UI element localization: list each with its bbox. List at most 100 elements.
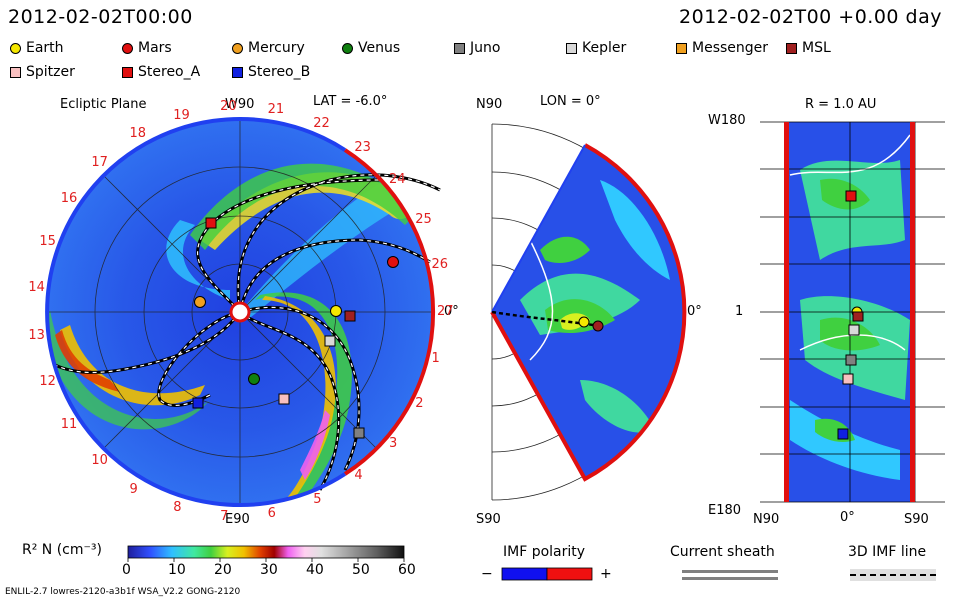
sphere-x-mid: 0°: [840, 510, 855, 525]
legend-label: Venus: [358, 40, 401, 56]
legend-label: Stereo_A: [138, 64, 201, 80]
ecliptic-top-label: W90: [225, 97, 255, 112]
legend-item-juno: Juno: [454, 40, 500, 56]
carrington-label: 20: [220, 99, 237, 115]
carrington-label: 25: [415, 211, 432, 227]
square-marker-icon: [566, 42, 577, 54]
version-footer: ENLIL-2.7 lowres-2120-a3b1f WSA_V2.2 GON…: [5, 587, 241, 597]
kepler-marker: [324, 335, 336, 347]
carrington-label: 19: [173, 107, 190, 123]
carrington-label: 27: [437, 304, 454, 319]
timestamp-right: 2012-02-02T00 +0.00 day: [679, 6, 942, 28]
legend-label: Spitzer: [26, 64, 75, 80]
circle-marker-icon: [10, 42, 21, 54]
circle-marker-icon: [122, 42, 133, 54]
meridional-plot: [490, 123, 687, 501]
earth-marker: [330, 305, 342, 317]
mercury-marker: [194, 296, 206, 308]
imf-minus-label: −: [481, 566, 493, 582]
carrington-label: 10: [91, 453, 108, 469]
stereo-b-marker: [192, 397, 204, 409]
square-marker-icon: [122, 66, 133, 78]
legend-item-mercury: Mercury: [232, 40, 305, 56]
meridional-top-label: N90: [476, 97, 503, 112]
legend-item-mars: Mars: [122, 40, 172, 56]
colorbar-tick: 50: [352, 562, 370, 578]
meridional-bottom-label: S90: [476, 512, 501, 527]
legend-label: MSL: [802, 40, 831, 56]
carrington-label: 7: [220, 508, 229, 524]
venus-marker: [248, 373, 260, 385]
legend-item-spitzer: Spitzer: [10, 64, 75, 80]
mars-marker: [387, 256, 399, 268]
carrington-label: 2: [415, 396, 424, 411]
legend-item-messenger: Messenger: [676, 40, 768, 56]
carrington-label: 11: [60, 416, 78, 432]
carrington-label: 18: [129, 126, 147, 142]
meridional-right-label: 0°: [687, 304, 702, 319]
colorbar-tick: 60: [398, 562, 416, 578]
density-colorbar: [127, 545, 405, 559]
legend-item-msl: MSL: [786, 40, 831, 56]
carrington-label: 17: [91, 154, 108, 170]
current-sheath-title: Current sheath: [670, 544, 775, 560]
carrington-label: 21: [267, 102, 285, 118]
spitzer-marker: [278, 393, 290, 405]
legend-item-stereo-b: Stereo_B: [232, 64, 310, 80]
legend-label: Juno: [470, 40, 501, 56]
sphere-x-right: S90: [904, 512, 929, 527]
ecliptic-lat-label: LAT = -6.0°: [313, 94, 388, 109]
colorbar-tick: 20: [214, 562, 232, 578]
colorbar-tick: 40: [306, 562, 324, 578]
carrington-label: 8: [173, 500, 182, 516]
square-marker-icon: [10, 66, 21, 78]
carrington-label: 22: [313, 115, 330, 131]
sphere-map-plot: [760, 121, 945, 503]
meridional-lon-label: LON = 0°: [540, 94, 601, 109]
carrington-label: 23: [354, 139, 371, 155]
legend-label: Kepler: [582, 40, 627, 56]
colorbar-label: R² N (cm⁻³): [22, 542, 102, 558]
circle-marker-icon: [232, 42, 243, 54]
sphere-r-label: R = 1.0 AU: [805, 97, 877, 112]
sphere-top-label: W180: [708, 113, 746, 128]
carrington-label: 14: [28, 280, 45, 296]
carrington-label: 9: [129, 481, 138, 497]
carrington-label: 5: [313, 492, 322, 508]
stereo-a-marker: [205, 217, 217, 229]
juno-marker: [353, 427, 365, 439]
colorbar-tick: 30: [260, 562, 278, 578]
carrington-label: 16: [60, 191, 78, 207]
carrington-label: 3: [389, 435, 398, 451]
square-marker-icon: [454, 42, 465, 54]
sphere-bottom-label: E180: [708, 503, 742, 518]
legend-item-stereo-a: Stereo_A: [122, 64, 200, 80]
timestamp-left: 2012-02-02T00:00: [8, 6, 193, 28]
carrington-label: 15: [39, 233, 56, 249]
ecliptic-plot: [45, 117, 441, 507]
circle-marker-icon: [342, 42, 353, 54]
imf-line-title: 3D IMF line: [848, 544, 927, 560]
ecliptic-title: Ecliptic Plane: [60, 97, 147, 112]
legend-label: Mercury: [248, 40, 305, 56]
carrington-label: 24: [389, 172, 406, 188]
imf-plus-label: +: [600, 566, 612, 582]
ecliptic-right-label: 0°: [444, 304, 459, 319]
colorbar-tick: 0: [122, 562, 131, 578]
legend-item-kepler: Kepler: [566, 40, 626, 56]
legend-item-earth: Earth: [10, 40, 64, 56]
carrington-label: 4: [354, 468, 363, 484]
carrington-label: 26: [431, 256, 449, 272]
legend-item-venus: Venus: [342, 40, 400, 56]
carrington-label: 6: [267, 505, 276, 521]
legend-label: Mars: [138, 40, 172, 56]
square-marker-icon: [232, 66, 243, 78]
colorbar-tick: 10: [168, 562, 186, 578]
legend-label: Messenger: [692, 40, 769, 56]
imf-polarity-title: IMF polarity: [503, 544, 586, 560]
msl-marker: [344, 310, 356, 322]
carrington-label: 12: [39, 374, 56, 390]
ecliptic-bottom-label: E90: [225, 512, 250, 527]
carrington-label: 13: [28, 327, 45, 343]
